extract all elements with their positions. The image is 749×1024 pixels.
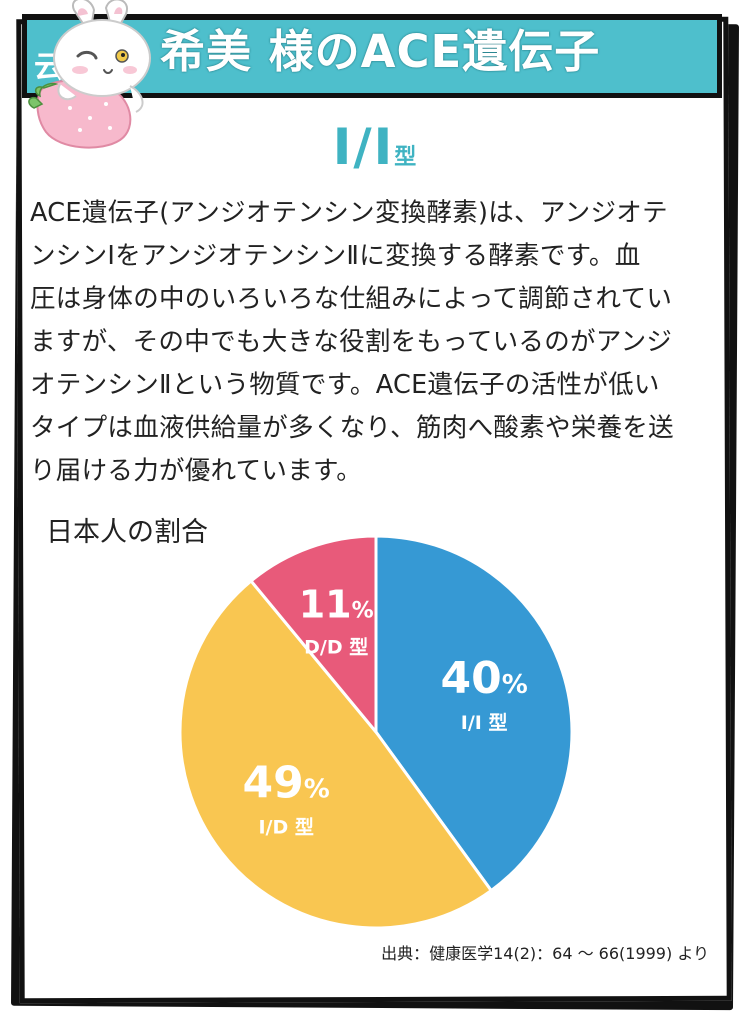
slice-name-label: I/D 型 [258, 816, 313, 839]
description: ACE遺伝子(アンジオテンシン変換酵素)は、アンジオテ ンシンⅠをアンジオテンシ… [30, 192, 722, 493]
pie-slice-id [178, 578, 494, 930]
description-line: ますが、その中でも大きな役割をもっているのがアンジ [30, 327, 673, 357]
description-line: ンシンⅠをアンジオテンシンⅡに変換する酵素です。血 [30, 241, 641, 271]
source-citation: 出典：健康医学14(2)：64 〜 66(1999) より [381, 944, 709, 963]
slice-value-label: 11% [299, 582, 374, 626]
page-title: 希美 様のACE遺伝子 [160, 25, 601, 78]
description-line: オテンシンⅡという物質です。ACE遺伝子の活性が低い [30, 370, 660, 400]
pie-slice-dd [248, 534, 378, 737]
genotype-value: I/I [332, 118, 395, 176]
description-line: り届ける力が優れています。 [30, 456, 363, 486]
description-line: タイプは血液供給量が多くなり、筋肉へ酸素や栄養を送 [30, 413, 674, 443]
slice-name-label: I/I 型 [461, 711, 508, 734]
description-line: 圧は身体の中のいろいろな仕組みによって調節されてい [30, 284, 673, 314]
slice-value-label: 49% [243, 758, 330, 809]
description-line: ACE遺伝子(アンジオテンシン変換酵素)は、アンジオテ [30, 198, 668, 228]
genotype-heading: I/I型 [0, 118, 749, 176]
slice-name-label: D/D 型 [304, 635, 368, 658]
genotype-suffix: 型 [394, 145, 417, 170]
chart-title: 日本人の割合 [46, 517, 208, 548]
rabbit-with-strawberry-icon [28, 0, 151, 149]
pie-slice-ii [374, 534, 574, 893]
slice-value-label: 40% [440, 653, 527, 704]
